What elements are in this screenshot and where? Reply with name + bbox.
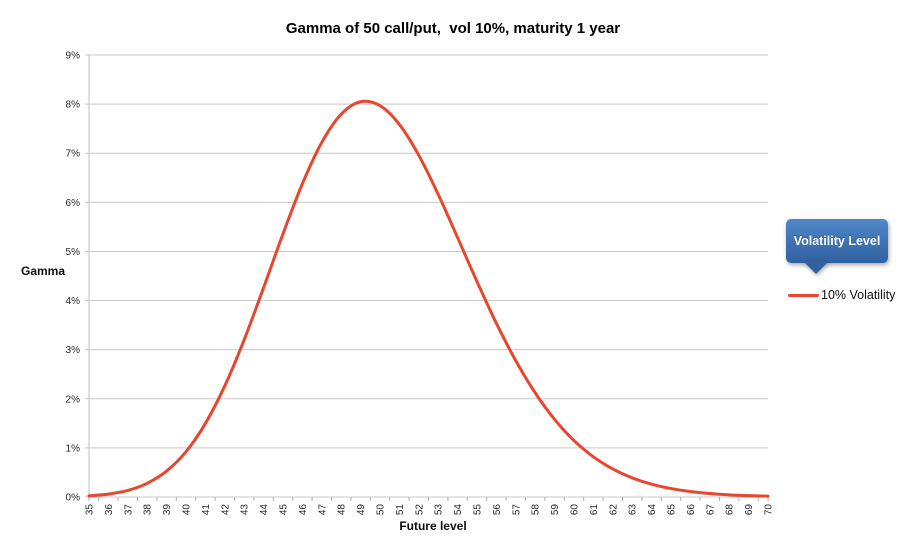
x-tick-label: 57 xyxy=(511,504,522,516)
x-tick-label: 42 xyxy=(220,504,231,516)
x-tick-label: 39 xyxy=(162,504,173,516)
x-tick-label: 68 xyxy=(725,504,736,516)
x-tick-label: 48 xyxy=(337,504,348,516)
x-tick-label: 52 xyxy=(414,504,425,516)
y-tick-label: 3% xyxy=(66,345,81,356)
x-tick-label: 49 xyxy=(356,504,367,516)
x-tick-label: 62 xyxy=(608,504,619,516)
x-tick-label: 53 xyxy=(434,504,445,516)
y-tick-label: 8% xyxy=(66,100,81,111)
x-tick-label: 38 xyxy=(143,504,154,516)
y-tick-label: 9% xyxy=(66,51,81,62)
x-tick-label: 55 xyxy=(473,504,484,516)
x-tick-label: 40 xyxy=(182,504,193,516)
x-tick-label: 61 xyxy=(589,504,600,516)
chart-title: Gamma of 50 call/put, vol 10%, maturity … xyxy=(285,20,621,37)
x-tick-label: 35 xyxy=(85,504,96,516)
legend-item: 10% Volatility xyxy=(788,288,895,302)
x-tick-label: 37 xyxy=(123,504,134,516)
x-tick-label: 54 xyxy=(453,504,464,516)
y-tick-label: 1% xyxy=(66,443,81,454)
x-tick-label: 69 xyxy=(744,504,755,516)
x-tick-label: 43 xyxy=(240,504,251,516)
y-tick-label: 5% xyxy=(66,247,81,258)
x-tick-label: 67 xyxy=(705,504,716,516)
x-tick-label: 65 xyxy=(667,504,678,516)
x-tick-label: 47 xyxy=(317,504,328,516)
x-tick-label: 63 xyxy=(628,504,639,516)
x-tick-label: 44 xyxy=(259,504,270,516)
x-tick-label: 36 xyxy=(104,504,115,516)
y-axis-title: Gamma xyxy=(21,264,66,278)
y-tick-label: 7% xyxy=(66,149,81,160)
y-tick-label: 4% xyxy=(66,296,81,307)
legend-callout-tail-icon xyxy=(803,261,829,274)
x-tick-label: 58 xyxy=(531,504,542,516)
legend: Volatility Level 10% Volatility xyxy=(786,219,906,302)
x-tick-label: 41 xyxy=(201,504,212,516)
y-tick-label: 2% xyxy=(66,394,81,405)
x-axis-title: Future level xyxy=(399,519,467,533)
x-tick-label: 51 xyxy=(395,504,406,516)
legend-line-swatch-icon xyxy=(788,293,819,297)
x-tick-label: 45 xyxy=(279,504,290,516)
x-tick-label: 50 xyxy=(376,504,387,516)
x-tick-label: 56 xyxy=(492,504,503,516)
legend-item-label: 10% Volatility xyxy=(821,288,896,302)
x-tick-label: 66 xyxy=(686,504,697,516)
x-tick-label: 70 xyxy=(764,504,775,516)
legend-field-button[interactable]: Volatility Level xyxy=(786,219,888,263)
x-tick-label: 59 xyxy=(550,504,561,516)
gamma-curve xyxy=(87,99,770,498)
y-tick-label: 0% xyxy=(66,493,81,504)
x-tick-label: 64 xyxy=(647,504,658,516)
x-tick-label: 46 xyxy=(298,504,309,516)
y-tick-label: 6% xyxy=(66,198,81,209)
x-tick-label: 60 xyxy=(570,504,581,516)
